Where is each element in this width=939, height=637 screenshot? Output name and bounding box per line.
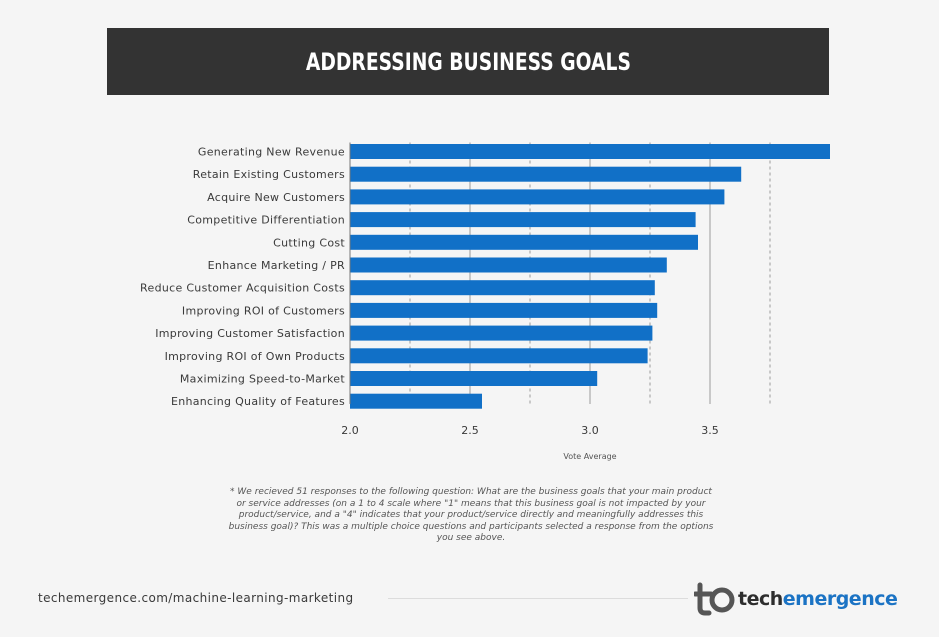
bar: [350, 166, 742, 182]
bar: [350, 257, 667, 273]
bar: [350, 280, 655, 296]
bar: [350, 348, 648, 364]
category-label: Maximizing Speed-to-Market: [180, 373, 346, 386]
bar: [350, 325, 653, 341]
x-axis-label: Vote Average: [563, 452, 616, 461]
bar: [350, 189, 725, 205]
techemergence-logo-icon: [694, 582, 735, 616]
logo-text-tech: tech: [738, 588, 783, 610]
bar: [350, 212, 696, 228]
x-tick-label: 3.5: [701, 424, 719, 437]
bar: [350, 144, 830, 159]
x-tick-label: 3.0: [581, 424, 599, 437]
logo-wordmark: techemergence: [738, 588, 898, 610]
logo-text-emergence: emergence: [782, 588, 898, 610]
category-label: Enhancing Quality of Features: [171, 395, 345, 408]
footnote: * We recieved 51 responses to the follow…: [228, 487, 714, 543]
bar: [350, 371, 598, 386]
chart-title: ADDRESSING BUSINESS GOALS: [305, 47, 631, 76]
title-banner: ADDRESSING BUSINESS GOALS: [107, 28, 829, 95]
category-label: Competitive Differentiation: [187, 214, 345, 227]
category-label: Retain Existing Customers: [193, 168, 345, 181]
footer-url[interactable]: techemergence.com/machine-learning-marke…: [38, 591, 354, 605]
category-label: Improving ROI of Customers: [182, 304, 345, 317]
category-label: Enhance Marketing / PR: [208, 259, 345, 272]
techemergence-logo[interactable]: techemergence: [694, 582, 909, 616]
x-tick-label: 2.0: [341, 424, 359, 437]
footer-divider: [388, 598, 688, 599]
category-label: Generating New Revenue: [198, 146, 345, 159]
x-tick-label: 2.5: [461, 424, 479, 437]
category-label: Cutting Cost: [273, 236, 345, 249]
bar: [350, 393, 482, 409]
category-label: Reduce Customer Acquisition Costs: [140, 282, 345, 295]
bar: [350, 234, 698, 250]
category-label: Improving ROI of Own Products: [165, 350, 345, 363]
category-label: Improving Customer Satisfaction: [155, 327, 345, 340]
bar: [350, 302, 658, 318]
category-label: Acquire New Customers: [207, 191, 345, 204]
